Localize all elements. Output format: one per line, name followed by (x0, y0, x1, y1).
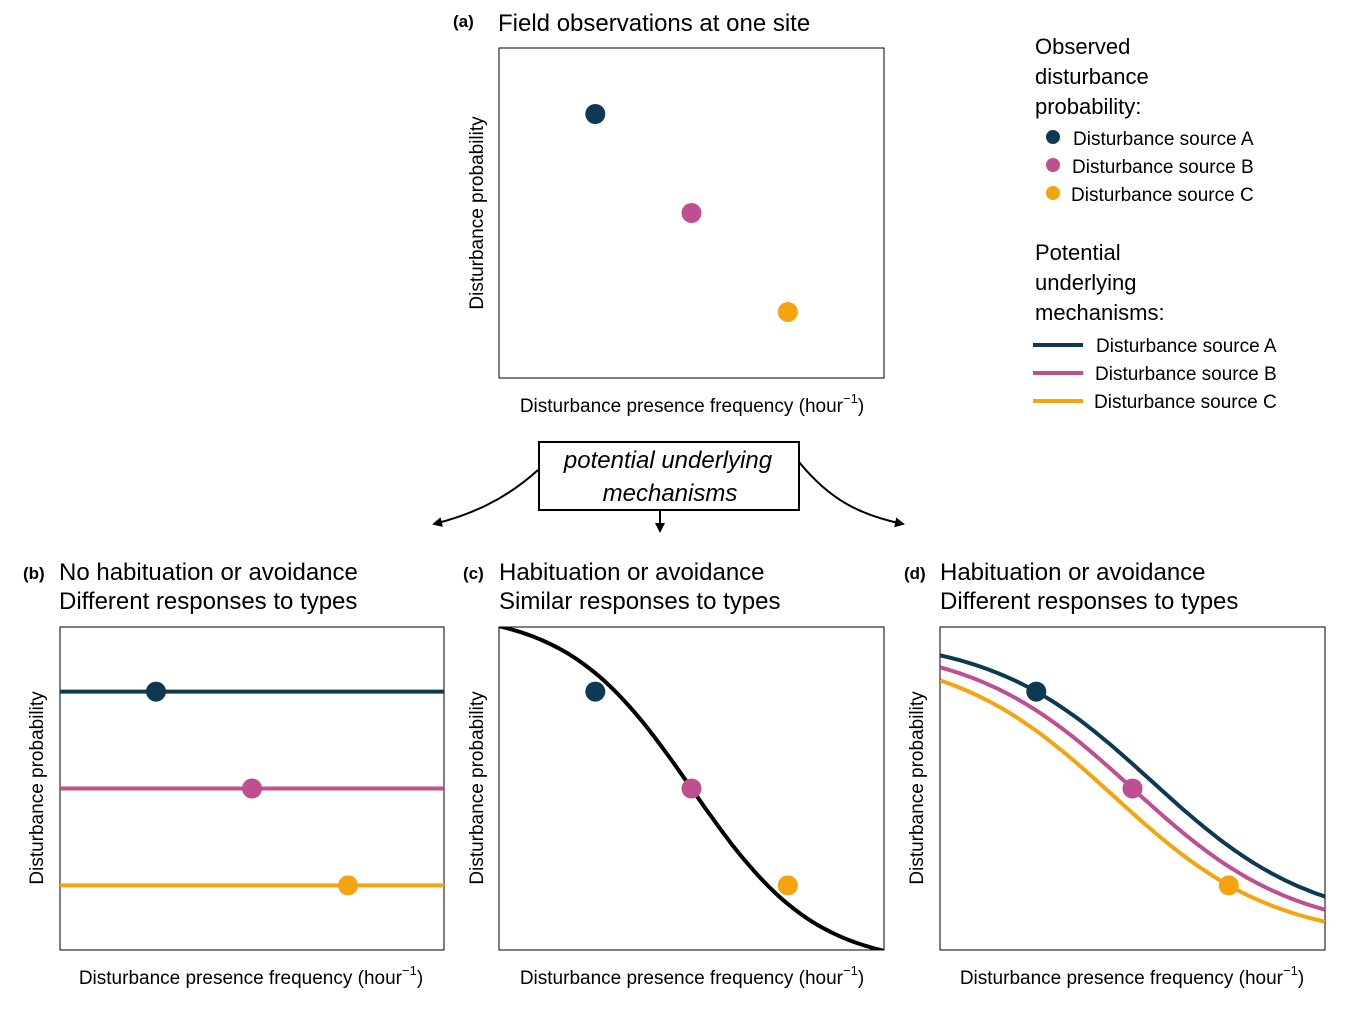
panel-d-plot-frame (939, 626, 1326, 951)
panel-d-point-source-b (1122, 778, 1143, 799)
panel-d: (d) Habituation or avoidance Different r… (904, 559, 1326, 989)
panel-c-plot-frame (498, 626, 885, 951)
panel-c-ylabel: Disturbance probability (467, 691, 488, 885)
panel-a-point-source-c (777, 302, 798, 322)
legend-observed-item-b: Disturbance source B (1072, 157, 1254, 178)
panel-c-tag: (c) (463, 564, 484, 583)
panel-c-title-1: Habituation or avoidance (499, 559, 765, 586)
panel-d-xlabel: Disturbance presence frequency (hour−1) (960, 963, 1304, 989)
panel-c-title-2: Similar responses to types (499, 588, 780, 615)
legend-observed-heading-1: Observed (1035, 34, 1130, 59)
panel-d-point-source-a (1026, 681, 1047, 702)
legend-dot-source-a (1046, 130, 1060, 144)
legend-mechanisms-item-c: Disturbance source C (1094, 392, 1277, 413)
panel-b-ylabel: Disturbance probability (27, 691, 48, 885)
panel-b-point-source-a (146, 681, 166, 702)
legend-observed-item-a: Disturbance source A (1073, 129, 1254, 150)
panel-b-xlabel: Disturbance presence frequency (hour−1) (79, 963, 423, 989)
panel-a-point-source-a (585, 104, 606, 124)
panel-d-tag: (d) (904, 564, 926, 583)
panel-a-tag: (a) (453, 12, 474, 31)
panel-b-point-source-c (338, 875, 358, 896)
panel-a-point-source-b (681, 203, 702, 223)
legend-mechanisms-heading-3: mechanisms: (1035, 300, 1165, 325)
panel-d-title-2: Different responses to types (940, 588, 1238, 615)
panel-d-line-source-c (940, 678, 1325, 924)
panel-a-title: Field observations at one site (498, 10, 810, 37)
mechanisms-box-line-1: potential underlying (563, 447, 773, 474)
panel-a-xlabel: Disturbance presence frequency (hour−1) (520, 391, 864, 417)
panel-b-title-1: No habituation or avoidance (59, 559, 358, 586)
panel-b-tag: (b) (23, 564, 45, 583)
legend-observed-item-c: Disturbance source C (1071, 185, 1254, 206)
panel-c-point-source-b (681, 778, 702, 799)
panel-c-xlabel: Disturbance presence frequency (hour−1) (520, 963, 864, 989)
panel-c-plot-area (499, 627, 884, 950)
panel-d-line-source-a (940, 653, 1325, 899)
legend-mechanisms-heading-2: underlying (1035, 270, 1137, 295)
panel-c-point-source-c (777, 875, 798, 896)
panel-c: (c) Habituation or avoidance Similar res… (463, 559, 885, 989)
legend-dot-source-b (1046, 158, 1060, 172)
panel-c-point-source-a (585, 681, 606, 702)
panel-b-title-2: Different responses to types (59, 588, 357, 615)
arrow-to-panel-d (798, 461, 905, 528)
mechanisms-box-line-2: mechanisms (603, 480, 738, 507)
panel-a-plot-area (585, 104, 798, 322)
mechanisms-box (538, 441, 800, 511)
legend-observed-heading-3: probability: (1035, 94, 1141, 119)
legend-dot-source-c (1046, 186, 1060, 200)
legend: Observed disturbance probability: Distur… (1033, 34, 1277, 413)
legend-mechanisms-item-b: Disturbance source B (1095, 364, 1277, 385)
panel-b: (b) No habituation or avoidance Differen… (23, 559, 445, 989)
panel-a-ylabel: Disturbance probability (467, 116, 488, 310)
legend-observed-heading-2: disturbance (1035, 64, 1149, 89)
panel-d-ylabel: Disturbance probability (907, 691, 928, 885)
legend-mechanisms-item-a: Disturbance source A (1096, 336, 1277, 357)
panel-d-point-source-c (1218, 875, 1239, 896)
panel-a-plot-frame (498, 47, 885, 379)
mechanisms-connector: potential underlying mechanisms (432, 441, 905, 533)
panel-a: (a) Field observations at one site Distu… (453, 10, 885, 417)
panel-d-plot-area (940, 653, 1325, 924)
panel-b-plot-area (60, 681, 444, 896)
arrow-to-panel-b (432, 469, 539, 527)
panel-b-point-source-b (242, 778, 262, 799)
panel-d-title-1: Habituation or avoidance (940, 559, 1206, 586)
legend-mechanisms-heading-1: Potential (1035, 240, 1121, 265)
